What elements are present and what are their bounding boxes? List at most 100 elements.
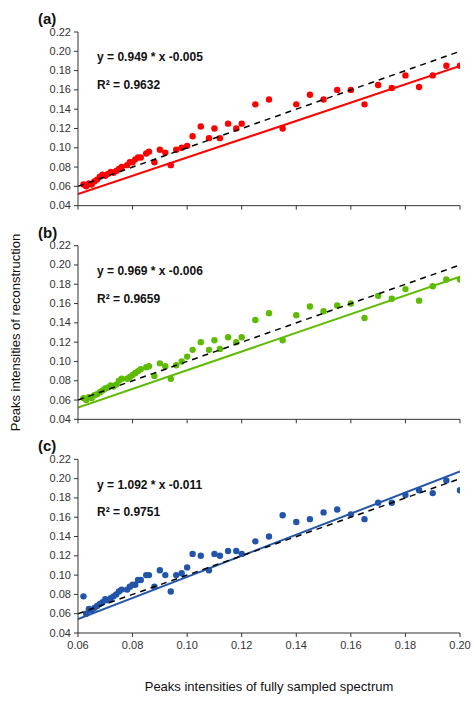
y-tick-label: 0.12: [50, 549, 71, 561]
y-tick: [74, 32, 78, 33]
panel: 0.040.060.080.100.120.140.160.180.200.22…: [8, 224, 463, 431]
fit-line: [78, 277, 460, 408]
y-tick-label: 0.12: [50, 336, 71, 348]
y-tick-label: 0.14: [50, 530, 71, 542]
fit-line: [78, 471, 460, 619]
y-tick: [74, 89, 78, 90]
scatter-point: [293, 519, 299, 525]
scatter-point: [225, 548, 231, 554]
y-tick: [74, 51, 78, 52]
scatter-point: [138, 366, 144, 372]
x-tick: [241, 633, 242, 637]
scatter-point: [293, 312, 299, 318]
scatter-point: [138, 154, 144, 160]
y-tick: [74, 342, 78, 343]
x-tick: [241, 206, 242, 210]
y-tick-label: 0.20: [50, 472, 71, 484]
x-tick: [78, 633, 79, 637]
scatter-point: [146, 572, 152, 578]
scatter-point: [157, 567, 163, 573]
scatter-point: [184, 353, 190, 359]
scatter-point: [217, 553, 223, 559]
panel: 0.040.060.080.100.120.140.160.180.200.22…: [38, 10, 463, 211]
scatter-point: [157, 147, 163, 153]
x-tick-label: 0.10: [176, 639, 197, 651]
scatter-point: [233, 548, 239, 554]
y-tick: [74, 70, 78, 71]
x-tick: [241, 419, 242, 423]
scatter-point: [157, 360, 163, 366]
scatter-point: [168, 588, 174, 594]
y-tick: [74, 186, 78, 187]
scatter-point: [118, 376, 124, 382]
plot-area: [78, 51, 460, 194]
scatter-point: [189, 133, 195, 139]
figure: 0.040.06 0.08 0.10 0.12 0.14 0.16 0.18 0.20 0.22…: [0, 0, 474, 705]
y-tick-label: 0.22: [50, 453, 71, 465]
x-tick: [350, 419, 351, 423]
scatter-point: [146, 148, 152, 154]
y-axis-line: [78, 246, 79, 420]
x-tick-label: 0.08: [122, 639, 143, 651]
y-tick-label: 0.14: [50, 103, 71, 115]
y-tick: [74, 109, 78, 110]
scatter-point: [402, 72, 408, 78]
y-tick-label: 0.20: [50, 45, 71, 57]
annotation: R² = 0.9632: [97, 78, 160, 92]
y-tick: [74, 245, 78, 246]
scatter-point: [225, 120, 231, 126]
y-tick-label: 0.10: [50, 569, 71, 581]
scatter-point: [118, 164, 124, 170]
y-tick: [74, 400, 78, 401]
x-tick: [405, 206, 406, 210]
plot-area: [78, 265, 460, 408]
scatter-point: [266, 533, 272, 539]
scatter-point: [361, 101, 367, 107]
x-tick-label: 0.18: [395, 639, 416, 651]
scatter-point: [402, 286, 408, 292]
y-tick-label: 0.10: [50, 355, 71, 367]
x-tick: [296, 633, 297, 637]
y-tick-label: 0.08: [50, 374, 71, 386]
panel: 0.040.060.080.100.120.140.160.180.200.22…: [38, 437, 471, 694]
scatter-point: [189, 551, 195, 557]
x-tick: [405, 419, 406, 423]
scatter-point: [162, 572, 168, 578]
scatter-point: [211, 125, 217, 131]
scatter-point: [416, 84, 422, 90]
scatter-point: [307, 303, 313, 309]
y-tick: [74, 555, 78, 556]
y-tick: [74, 536, 78, 537]
y-axis-line: [78, 32, 79, 206]
x-tick: [350, 633, 351, 637]
scatter-point: [178, 358, 184, 364]
x-tick: [350, 206, 351, 210]
y-axis-line: [78, 459, 79, 633]
scatter-point: [334, 87, 340, 93]
scatter-point: [361, 315, 367, 321]
x-tick-label: 0.12: [231, 639, 252, 651]
scatter-point: [239, 120, 245, 126]
scatter-point: [266, 310, 272, 316]
panel-label: (b): [38, 224, 57, 241]
y-tick: [74, 361, 78, 362]
x-tick: [460, 633, 461, 637]
scatter-point: [252, 317, 258, 323]
scatter-point: [178, 145, 184, 151]
y-tick-label: 0.12: [50, 122, 71, 134]
y-tick: [74, 128, 78, 129]
x-tick: [78, 206, 79, 210]
y-tick: [74, 497, 78, 498]
y-tick: [74, 322, 78, 323]
identity-line: [78, 479, 460, 614]
y-tick-label: 0.16: [50, 297, 71, 309]
x-tick: [460, 206, 461, 210]
y-tick: [74, 633, 78, 634]
y-tick-label: 0.04: [50, 627, 71, 639]
x-tick: [187, 206, 188, 210]
x-tick-label: 0.06: [67, 639, 88, 651]
scatter-point: [225, 334, 231, 340]
plot-area: [78, 471, 460, 619]
scatter-point: [457, 487, 460, 493]
annotation: y = 1.092 * x -0.011: [97, 478, 202, 492]
